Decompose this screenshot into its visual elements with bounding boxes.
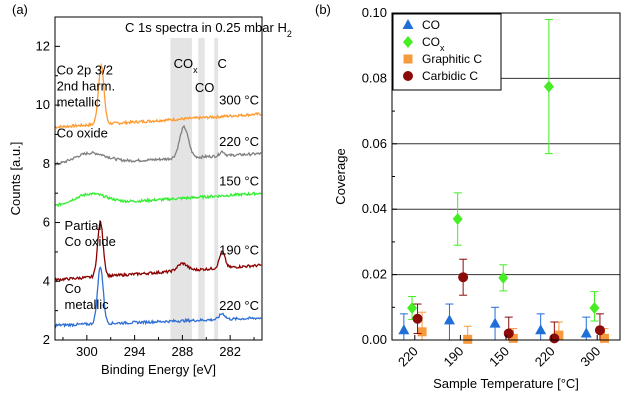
legend-marker	[402, 19, 414, 29]
panel-label: (b)	[315, 2, 331, 17]
y-tick-label: 10	[36, 97, 50, 112]
spectrum-annotation: Partial	[65, 218, 102, 233]
data-point	[508, 333, 518, 343]
region-label-subscript: x	[193, 65, 198, 75]
x-tick-label: 300	[76, 344, 98, 359]
data-point	[407, 301, 418, 314]
spectrum-annotation: Co 2p 3/2	[57, 62, 113, 77]
data-point	[594, 325, 605, 336]
data-point	[503, 328, 514, 339]
x-tick-label: 220	[395, 344, 421, 370]
spectrum-annotation: Co	[65, 281, 82, 296]
y-tick-label: 8	[43, 156, 50, 171]
y-tick-label: 0.06	[362, 136, 387, 151]
data-point	[452, 213, 463, 226]
temperature-label: 150 °C	[219, 173, 259, 188]
panel-a-spectra-chart: 300 °C 220 °C 150 °C 190 °C 220 °C 2 4 6 8 10 12 30…	[8, 2, 292, 377]
x-tick-label: 150	[486, 344, 512, 370]
data-point	[489, 317, 501, 328]
x-axis-title: Sample Temperature [°C]	[433, 376, 579, 391]
shaded-region	[214, 38, 219, 340]
legend-label: CO	[422, 18, 440, 32]
y-axis-title: Coverage	[333, 148, 348, 204]
y-axis-title: Counts [a.u.]	[8, 142, 23, 216]
y-tick-label: 0.04	[362, 201, 387, 216]
legend-marker	[403, 54, 413, 64]
x-tick-label: 220	[532, 344, 558, 370]
chart-title-subscript: 2	[287, 29, 292, 39]
temperature-label: 190 °C	[219, 242, 259, 257]
data-point	[535, 324, 547, 335]
legend-label-main: Graphitic C	[422, 52, 482, 66]
temperature-label: 300 °C	[219, 93, 259, 108]
shaded-region	[198, 38, 205, 340]
region-label: CO	[195, 80, 215, 95]
spectrum-annotation: 2nd harm.	[57, 78, 116, 93]
data-point	[554, 330, 564, 340]
panel-b-coverage-chart: 0.00 0.02 0.04 0.06 0.08 0.10 220 190 150 220 300 S…	[315, 2, 621, 391]
x-tick-label: 190	[441, 344, 467, 370]
legend-label-subscript: x	[440, 43, 445, 53]
spectrum-annotation: metallic	[65, 297, 110, 312]
region-label-main: CO	[174, 56, 194, 71]
y-tick-label: 0.02	[362, 267, 387, 282]
data-point	[417, 327, 427, 337]
data-point	[498, 271, 509, 284]
legend-label-main: Carbidic C	[422, 69, 478, 83]
data-point	[543, 80, 554, 93]
y-tick-label: 2	[43, 332, 50, 347]
legend-label: Graphitic C	[422, 52, 482, 66]
region-label-main: C	[217, 56, 226, 71]
x-tick-label: 282	[219, 344, 241, 359]
data-point	[599, 333, 609, 343]
x-tick-label: 288	[172, 344, 194, 359]
panel-label: (a)	[12, 2, 28, 17]
spectrum-line	[54, 220, 262, 283]
legend-label-main: CO	[422, 35, 440, 49]
data-point	[412, 313, 423, 324]
spectrum-line	[54, 62, 262, 130]
y-tick-label: 6	[43, 215, 50, 230]
region-label: C	[217, 56, 226, 71]
legend-label: COx	[422, 35, 445, 53]
x-axis-title: Binding Energy [eV]	[101, 362, 216, 377]
data-point	[549, 333, 560, 344]
spectrum-line	[54, 266, 262, 329]
y-tick-label: 12	[36, 38, 50, 53]
spectrum-annotation: Co oxide	[57, 125, 108, 140]
chart-title: C 1s spectra in 0.25 mbar H2	[125, 20, 292, 39]
shaded-region	[170, 38, 192, 340]
x-tick-label: 294	[124, 344, 146, 359]
temperature-label: 220 °C	[219, 298, 259, 313]
legend-marker	[403, 36, 413, 48]
spectrum-annotation: metallic	[57, 94, 102, 109]
legend-marker	[403, 71, 413, 81]
spectrum-annotation: Co oxide	[65, 234, 116, 249]
chart-title-main: C 1s spectra in 0.25 mbar H	[125, 20, 287, 35]
data-point	[458, 272, 469, 283]
x-tick-label: 300	[577, 344, 603, 370]
legend-label-main: CO	[422, 18, 440, 32]
data-point	[398, 324, 410, 335]
region-label: COx	[174, 56, 199, 75]
spectrum-line	[54, 124, 262, 166]
data-point	[580, 327, 592, 338]
legend-label: Carbidic C	[422, 69, 478, 83]
temperature-label: 220 °C	[219, 134, 259, 149]
data-point	[589, 301, 600, 314]
data-point	[463, 334, 473, 344]
y-tick-label: 0.00	[362, 332, 387, 347]
y-tick-label: 4	[43, 273, 50, 288]
y-tick-label: 0.08	[362, 70, 387, 85]
region-label-main: CO	[195, 80, 215, 95]
data-point	[443, 314, 455, 325]
y-tick-label: 0.10	[362, 5, 387, 20]
spectrum-line	[54, 191, 262, 208]
